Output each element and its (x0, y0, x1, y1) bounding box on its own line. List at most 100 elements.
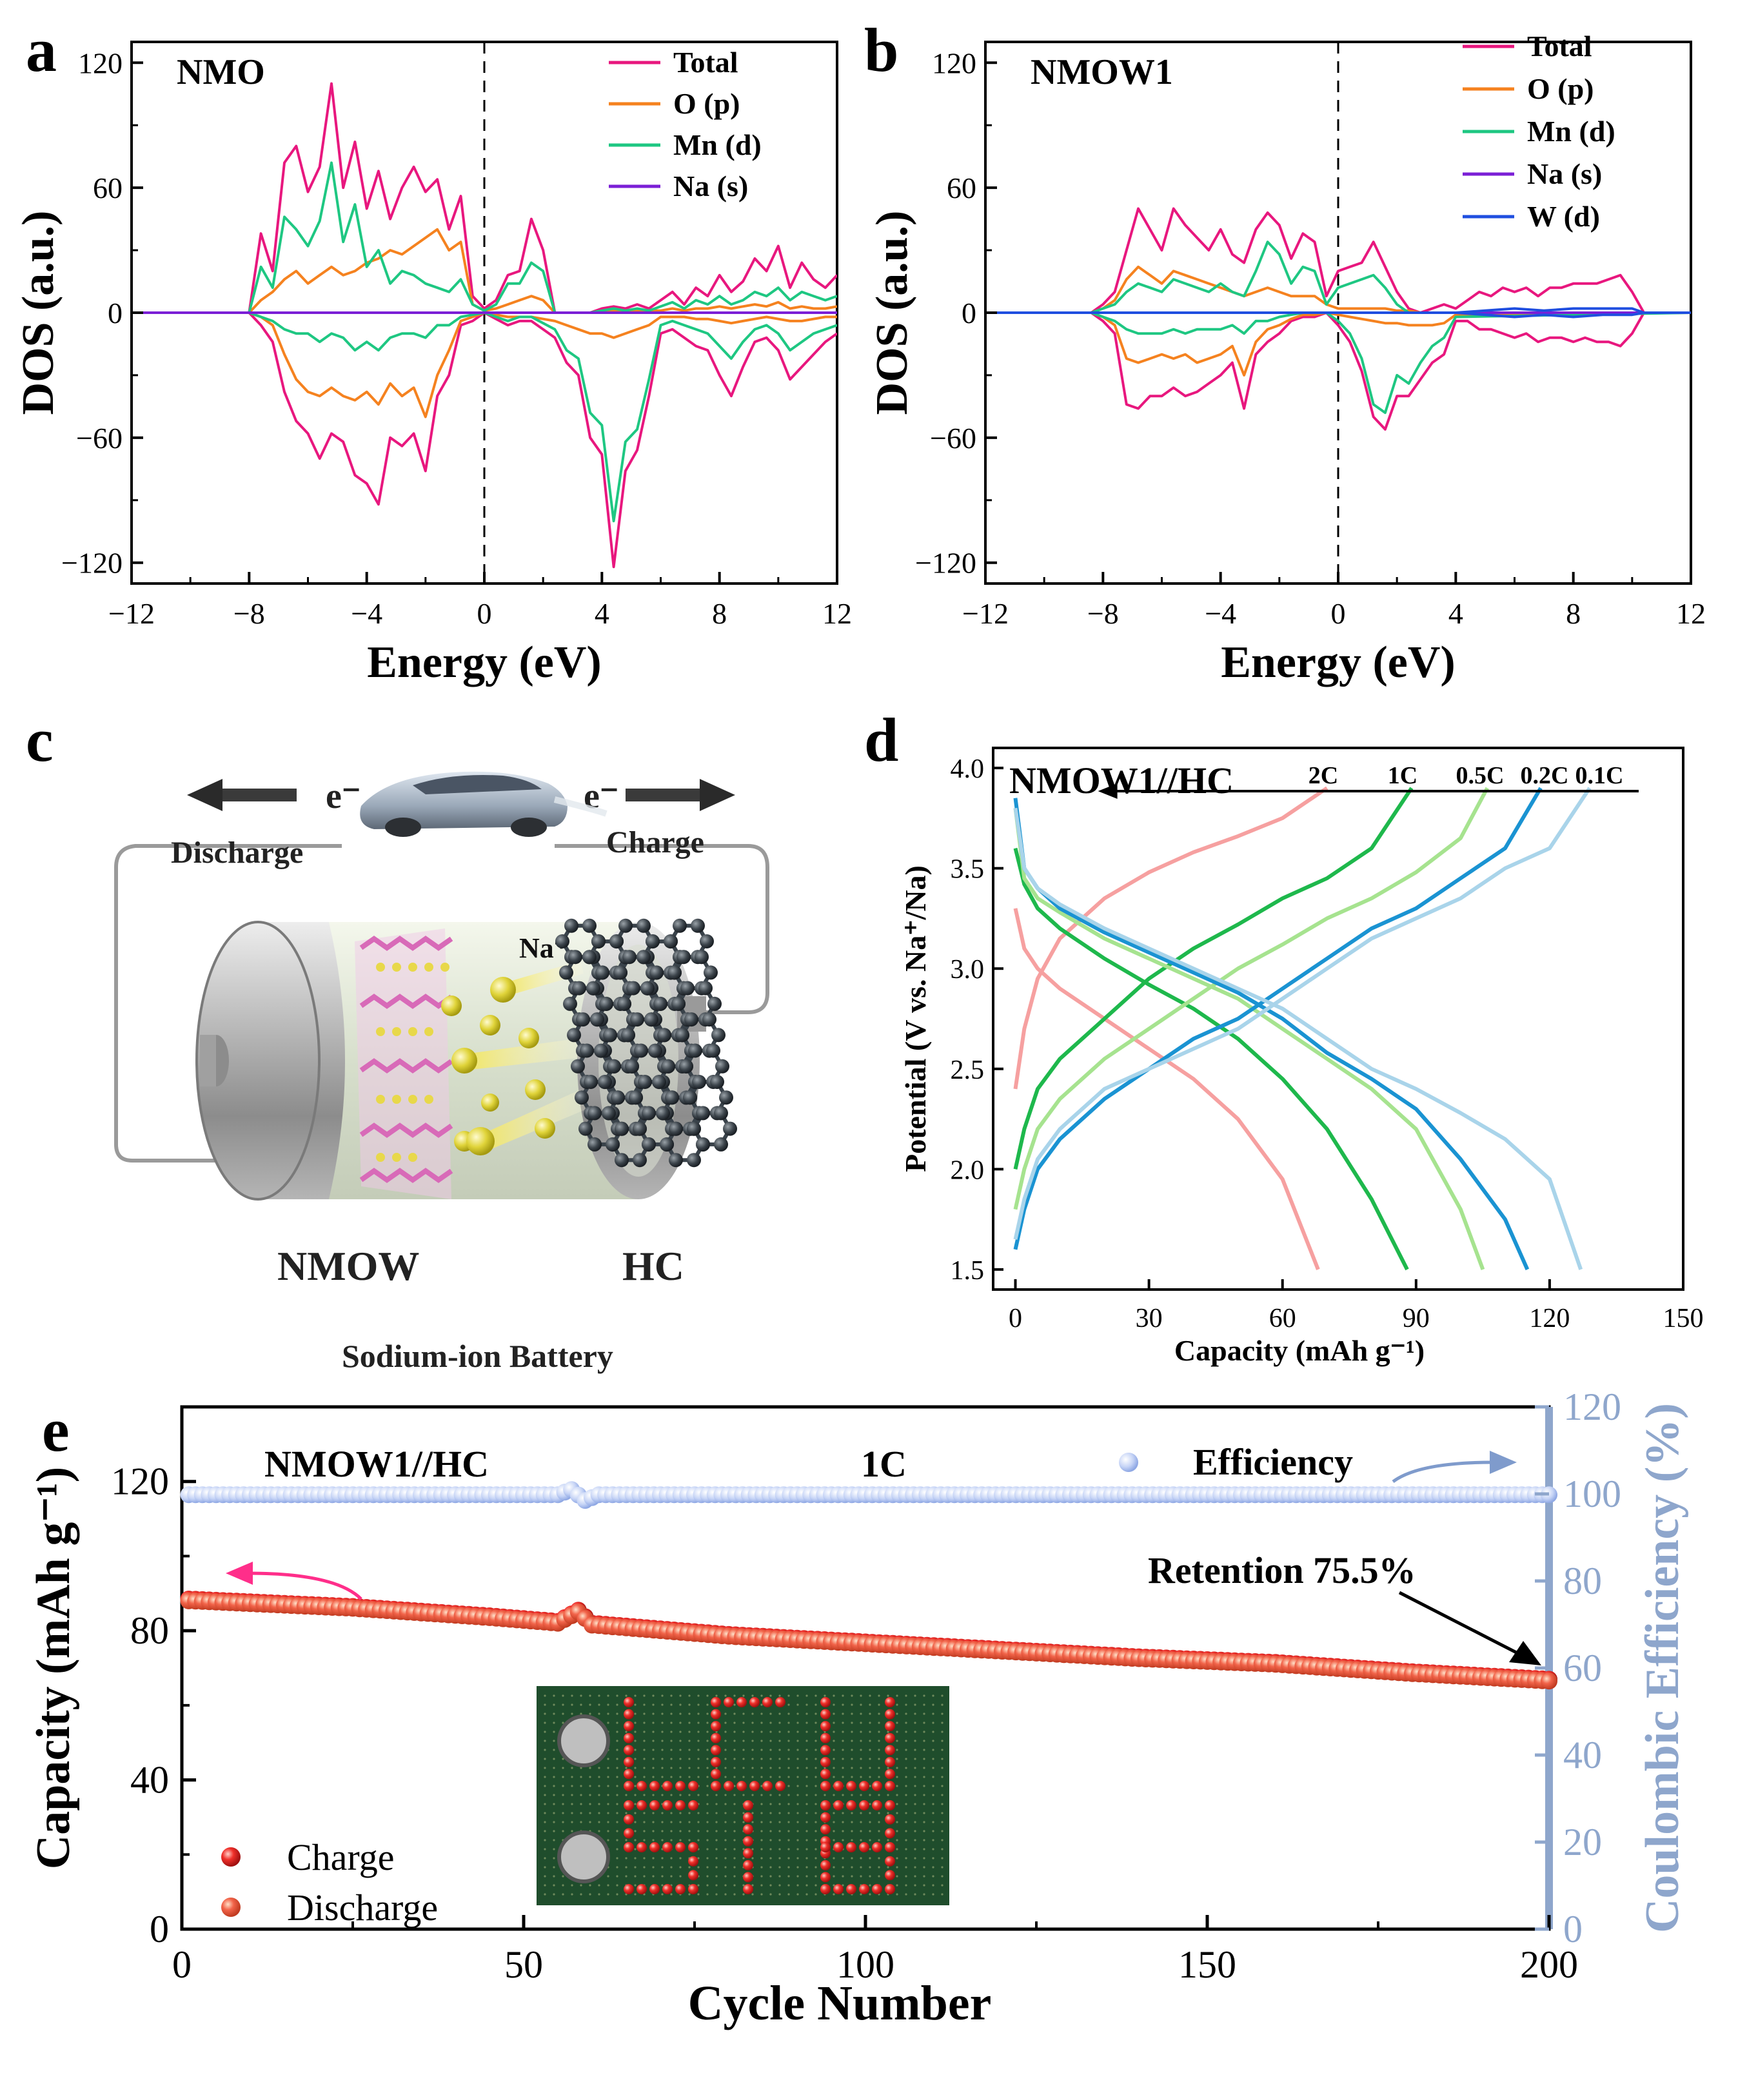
pcb-hole (778, 1758, 781, 1760)
led (775, 1781, 785, 1791)
pcb-hole (715, 1767, 718, 1769)
pcb-hole (905, 1794, 907, 1796)
pcb-hole (796, 1893, 799, 1896)
pcb-hole (905, 1821, 907, 1823)
pcb-hole (706, 1857, 709, 1860)
pcb-hole (833, 1694, 835, 1697)
pcb-hole (860, 1839, 862, 1841)
pcb-hole (616, 1694, 618, 1697)
pcb-hole (544, 1875, 546, 1878)
carbon-atom (572, 981, 586, 996)
carbon-atom (617, 996, 631, 1011)
pcb-hole (905, 1839, 907, 1841)
pcb-hole (932, 1776, 934, 1778)
pcb-hole (589, 1785, 591, 1787)
pcb-hole (815, 1821, 817, 1823)
pcb-hole (842, 1694, 844, 1697)
legend-marker-efficiency (1119, 1453, 1138, 1472)
carbon-atom (595, 965, 609, 980)
led (649, 1842, 660, 1852)
carbon-atom (576, 1012, 590, 1027)
pcb-hole (607, 1694, 609, 1697)
pcb-hole (905, 1785, 907, 1787)
pcb-hole (769, 1893, 772, 1896)
pcb-hole (905, 1740, 907, 1742)
pcb-hole (751, 1731, 754, 1733)
carbon-atom (642, 1106, 656, 1121)
carbon-atom (704, 965, 718, 980)
pcb-hole (941, 1740, 943, 1742)
pcb-hole (724, 1794, 727, 1796)
pcb-hole (670, 1875, 673, 1878)
pcb-hole (733, 1893, 736, 1896)
pcb-hole (616, 1749, 618, 1751)
pcb-hole (914, 1848, 916, 1850)
led (833, 1800, 844, 1811)
pcb-hole (778, 1830, 781, 1832)
pcb-hole (706, 1821, 709, 1823)
led (649, 1781, 660, 1791)
pcb-hole (869, 1839, 871, 1841)
pcb-hole (598, 1703, 600, 1706)
pcb-hole (670, 1821, 673, 1823)
led (872, 1800, 882, 1811)
pcb-hole (778, 1884, 781, 1887)
pcb-hole (724, 1776, 727, 1778)
dos-line-mnd-pos (985, 240, 1691, 314)
y-tick-label: −60 (76, 422, 123, 455)
led (743, 1836, 753, 1847)
pcb-hole (914, 1712, 916, 1715)
y-tick-label: 3.5 (951, 855, 985, 885)
pcb-hole (544, 1803, 546, 1805)
pcb-hole (815, 1722, 817, 1724)
pcb-hole (625, 1731, 627, 1733)
led (675, 1842, 686, 1852)
y-tick-label: 4.0 (951, 754, 985, 784)
led (675, 1781, 686, 1791)
pcb-hole (805, 1785, 808, 1787)
pcb-hole (544, 1866, 546, 1869)
pcb-hole (643, 1794, 646, 1796)
pcb-hole (887, 1767, 889, 1769)
pcb-hole (670, 1812, 673, 1814)
led (885, 1745, 895, 1756)
pcb-hole (733, 1839, 736, 1841)
pcb-hole (715, 1875, 718, 1878)
pcb-hole (833, 1857, 835, 1860)
carbon-atom (642, 1137, 656, 1152)
pcb-hole (896, 1740, 898, 1742)
x-tick-label: 0 (1331, 597, 1346, 630)
pcb-hole (914, 1821, 916, 1823)
pcb-hole (634, 1767, 637, 1769)
pcb-hole (688, 1694, 691, 1697)
pcb-hole (544, 1794, 546, 1796)
pcb-hole (562, 1812, 564, 1814)
pcb-hole (833, 1794, 835, 1796)
pcb-hole (607, 1722, 609, 1724)
pcb-hole (815, 1694, 817, 1697)
x-tick-label: 0 (477, 597, 492, 630)
pcb-hole (842, 1812, 844, 1814)
pcb-hole (616, 1776, 618, 1778)
pcb-hole (860, 1830, 862, 1832)
pcb-hole (598, 1803, 600, 1805)
pcb-hole (598, 1794, 600, 1796)
pcb-hole (706, 1893, 709, 1896)
carbon-atom (706, 1043, 720, 1058)
pcb-hole (869, 1884, 871, 1887)
pcb-hole (652, 1857, 655, 1860)
pcb-hole (607, 1812, 609, 1814)
pcb-hole (661, 1740, 664, 1742)
led (859, 1781, 869, 1791)
pcb-hole (842, 1821, 844, 1823)
pcb-hole (941, 1857, 943, 1860)
pcb-hole (869, 1803, 871, 1805)
pcb-hole (580, 1694, 582, 1697)
pcb-hole (616, 1812, 618, 1814)
pcb-hole (643, 1821, 646, 1823)
pcb-hole (688, 1703, 691, 1706)
pcb-hole (833, 1722, 835, 1724)
pcb-hole (860, 1703, 862, 1706)
pcb-hole (769, 1712, 772, 1715)
pcb-hole (607, 1776, 609, 1778)
